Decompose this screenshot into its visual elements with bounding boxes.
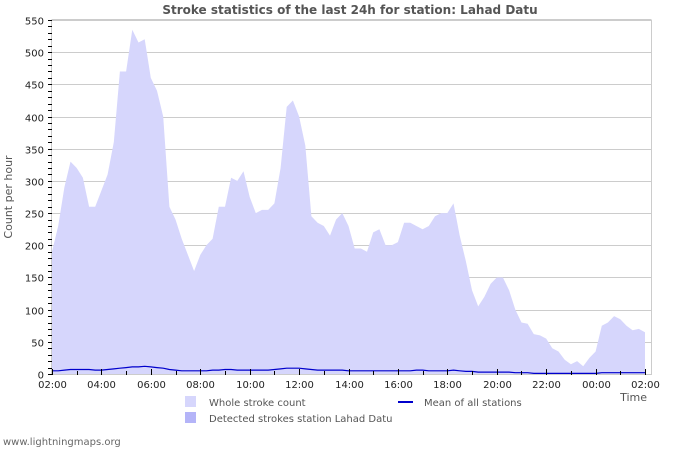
y-tick-label: 150 [25,274,44,285]
x-tick-label: 18:00 [433,380,462,391]
y-tick-label: 250 [25,210,44,221]
legend-label-whole: Whole stroke count [209,398,306,409]
x-tick-label: 08:00 [186,380,215,391]
x-tick-label: 16:00 [384,380,413,391]
x-tick-label: 00:00 [582,380,611,391]
y-axis-title: Count per hour [2,155,15,239]
y-tick-label: 0 [38,371,44,382]
y-tick-label: 200 [25,242,44,253]
x-tick-label: 06:00 [137,380,166,391]
y-tick-label: 400 [25,114,44,125]
x-tick-label: 12:00 [285,380,314,391]
x-tick-label: 02:00 [631,380,660,391]
whole-stroke-area [52,29,645,374]
y-tick-label: 50 [31,339,44,350]
legend-label-mean: Mean of all stations [424,398,522,409]
y-tick-label: 450 [25,81,44,92]
y-tick-label: 500 [25,49,44,60]
legend-swatch-detected [185,412,196,423]
x-axis-title: Time [619,391,647,404]
y-tick-label: 100 [25,307,44,318]
x-tick-label: 20:00 [483,380,512,391]
legend-swatch-whole [185,396,196,407]
y-tick-label: 550 [25,17,44,28]
y-axis-ticks: 0 50 100 150 200 250 300 350 400 450 500 550 [25,17,52,382]
x-tick-label: 14:00 [335,380,364,391]
x-tick-label: 04:00 [87,380,116,391]
x-tick-label: 10:00 [236,380,265,391]
y-tick-label: 350 [25,146,44,157]
y-tick-label: 300 [25,178,44,189]
x-axis-ticks: 02:00 04:00 06:00 08:00 10:00 12:00 14:00 16:00… [38,369,660,391]
chart-title: Stroke statistics of the last 24h for st… [162,3,538,17]
x-tick-label: 22:00 [532,380,561,391]
footer-credit: www.lightningmaps.org [3,437,121,448]
x-tick-label: 02:00 [38,380,67,391]
legend-label-detected: Detected strokes station Lahad Datu [209,414,393,425]
legend: Whole stroke count Detected strokes stat… [185,396,522,425]
